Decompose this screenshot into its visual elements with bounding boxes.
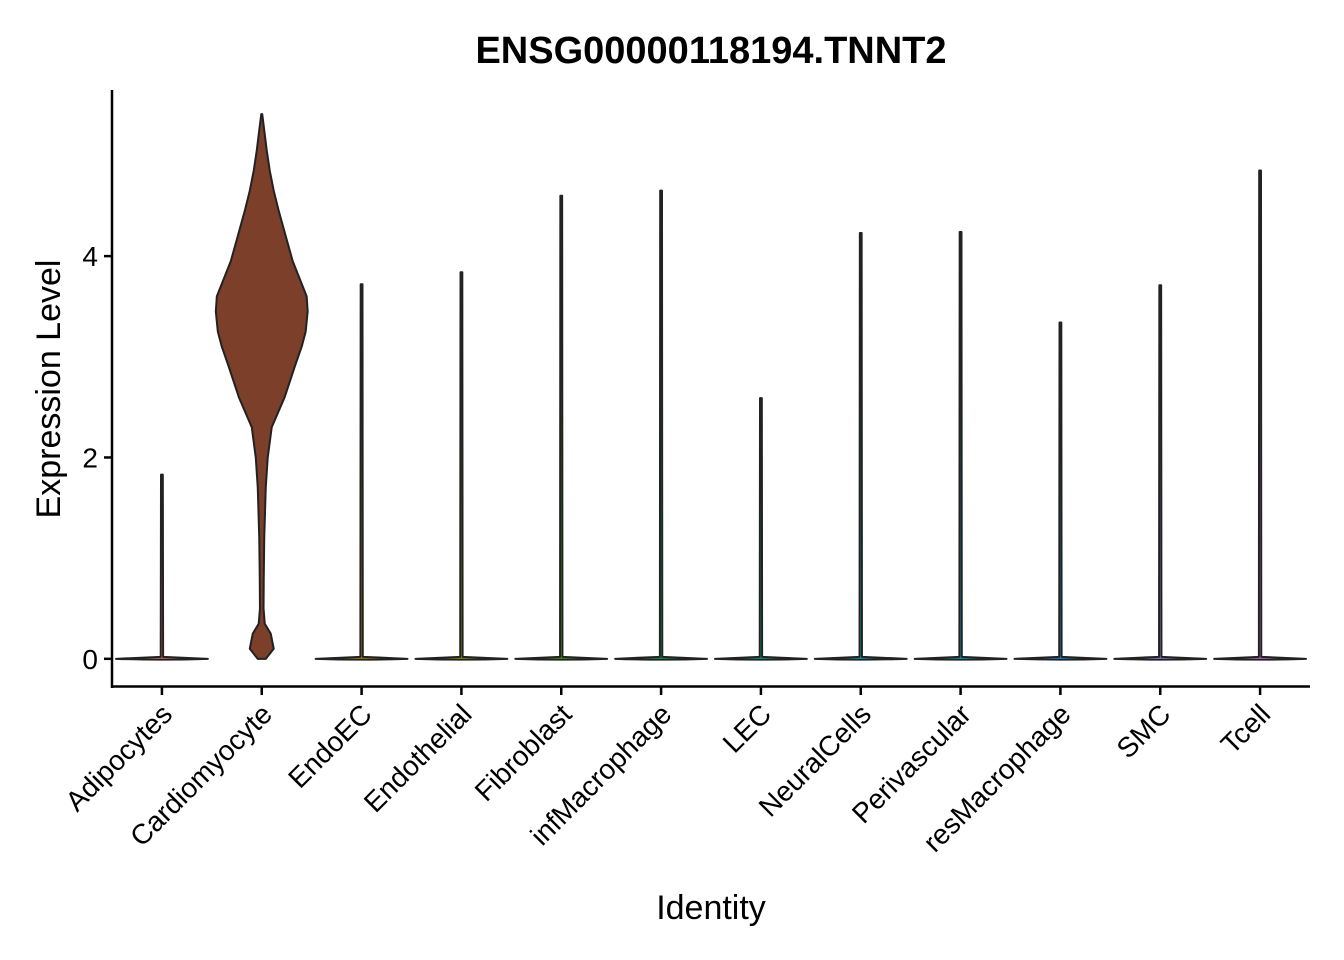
x-tick-label-endo-ec: EndoEC bbox=[282, 698, 378, 794]
violin-adipocytes bbox=[114, 473, 209, 661]
violin-neural-cells bbox=[813, 231, 908, 661]
violin-cardiomyocyte bbox=[214, 113, 309, 660]
violin-tcell bbox=[1213, 169, 1308, 661]
violin-inf-macrophage bbox=[614, 189, 709, 661]
y-axis-ticks: 0 2 4 bbox=[82, 241, 112, 675]
violin-body-neural-cells bbox=[813, 231, 908, 661]
violin-fibroblast bbox=[514, 194, 609, 661]
violin-body-cardiomyocyte bbox=[214, 113, 309, 660]
violin-res-macrophage bbox=[1013, 321, 1108, 661]
violin-body-adipocytes bbox=[114, 473, 209, 661]
x-tick-label-tcell: Tcell bbox=[1215, 698, 1277, 760]
violin-body-fibroblast bbox=[514, 194, 609, 661]
violin-smc bbox=[1113, 284, 1208, 661]
violin-body-tcell bbox=[1213, 169, 1308, 661]
violin-body-res-macrophage bbox=[1013, 321, 1108, 661]
violin-endo-ec bbox=[314, 283, 409, 661]
violin-body-endothelial bbox=[414, 271, 509, 661]
y-axis-title: Expression Level bbox=[30, 260, 68, 519]
violin-body-endo-ec bbox=[314, 283, 409, 661]
violins-layer bbox=[114, 113, 1308, 661]
x-axis-title: Identity bbox=[656, 889, 766, 927]
violin-lec bbox=[713, 397, 808, 661]
violin-endothelial bbox=[414, 271, 509, 661]
violin-body-lec bbox=[713, 397, 808, 661]
violin-body-perivascular bbox=[913, 230, 1008, 661]
y-tick-label: 0 bbox=[82, 644, 98, 675]
x-tick-label-smc: SMC bbox=[1111, 698, 1177, 764]
x-tick-label-fibroblast: Fibroblast bbox=[469, 698, 578, 807]
violin-perivascular bbox=[913, 230, 1008, 661]
y-tick-label: 4 bbox=[82, 241, 98, 272]
y-tick-label: 2 bbox=[82, 442, 98, 473]
x-tick-label-endothelial: Endothelial bbox=[358, 698, 478, 818]
violin-body-smc bbox=[1113, 284, 1208, 661]
chart-title: ENSG00000118194.TNNT2 bbox=[475, 30, 946, 72]
x-tick-label-lec: LEC bbox=[717, 698, 777, 758]
violin-body-inf-macrophage bbox=[614, 189, 709, 661]
